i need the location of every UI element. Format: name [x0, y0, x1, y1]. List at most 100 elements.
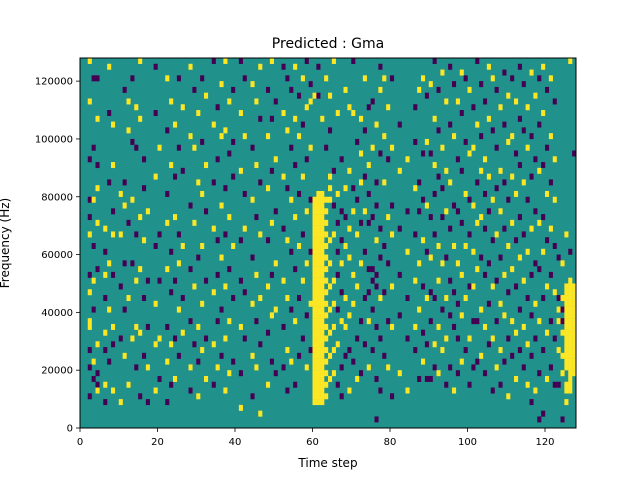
heatmap-cell-high	[459, 358, 464, 365]
heatmap-cell-high	[153, 173, 158, 180]
heatmap-cell-high	[510, 133, 515, 140]
heatmap-cell-high	[312, 329, 317, 336]
heatmap-cell-low	[421, 329, 426, 336]
heatmap-cell-low	[122, 306, 127, 313]
heatmap-cell-high	[320, 358, 325, 365]
heatmap-cell-low	[374, 179, 379, 186]
heatmap-cell-low	[157, 375, 162, 382]
heatmap-cell-low	[475, 318, 480, 325]
heatmap-cell-high	[564, 335, 569, 342]
heatmap-cell-low	[87, 347, 92, 354]
heatmap-cell-low	[529, 352, 534, 359]
heatmap-cell-low	[215, 237, 220, 244]
heatmap-cell-high	[316, 208, 321, 215]
heatmap-cell-low	[463, 347, 468, 354]
heatmap-cell-high	[347, 312, 352, 319]
heatmap-cell-low	[169, 248, 174, 255]
heatmap-cell-low	[300, 335, 305, 342]
heatmap-cell-high	[138, 329, 143, 336]
heatmap-cell-low	[436, 86, 441, 93]
heatmap-cell-low	[541, 214, 546, 221]
heatmap-cell-high	[219, 133, 224, 140]
heatmap-cell-low	[238, 237, 243, 244]
heatmap-cell-low	[475, 358, 480, 365]
heatmap-cell-low	[153, 63, 158, 70]
heatmap-cell-high	[308, 300, 313, 307]
heatmap-cell-high	[351, 208, 356, 215]
heatmap-cell-low	[428, 375, 433, 382]
heatmap-cell-low	[126, 219, 131, 226]
heatmap-cell-low	[355, 138, 360, 145]
heatmap-cell-high	[452, 133, 457, 140]
heatmap-cell-low	[502, 179, 507, 186]
heatmap-cell-high	[386, 364, 391, 371]
heatmap-cell-high	[269, 58, 274, 64]
heatmap-cell-high	[173, 214, 178, 221]
heatmap-cell-high	[490, 335, 495, 342]
heatmap-cell-high	[312, 387, 317, 394]
heatmap-cell-low	[537, 416, 542, 423]
plot-frame	[79, 57, 577, 429]
heatmap-cell-high	[324, 266, 329, 273]
heatmap-cell-high	[165, 219, 170, 226]
heatmap-cell-high	[111, 231, 116, 238]
heatmap-cell-high	[316, 364, 321, 371]
heatmap-cell-high	[568, 352, 573, 359]
heatmap-cell-low	[463, 75, 468, 82]
heatmap-cell-high	[312, 289, 317, 296]
heatmap-cell-high	[560, 329, 565, 336]
heatmap-cell-high	[312, 260, 317, 267]
heatmap-cell-high	[254, 364, 259, 371]
heatmap-cell-high	[560, 370, 565, 377]
heatmap-cell-low	[510, 75, 515, 82]
heatmap-cell-high	[324, 277, 329, 284]
heatmap-cell-high	[486, 173, 491, 180]
heatmap-cell-high	[188, 133, 193, 140]
heatmap-cell-low	[452, 202, 457, 209]
heatmap-cell-high	[545, 329, 550, 336]
heatmap-cell-low	[545, 86, 550, 93]
heatmap-cell-high	[320, 190, 325, 197]
heatmap-cell-high	[266, 185, 271, 192]
heatmap-cell-low	[428, 318, 433, 325]
heatmap-cell-low	[514, 237, 519, 244]
y-tick-label: 60000	[41, 250, 73, 261]
x-tick-label: 60	[306, 437, 319, 448]
heatmap-cell-high	[564, 347, 569, 354]
heatmap-cell-high	[316, 254, 321, 261]
heatmap-cell-high	[405, 156, 410, 163]
heatmap-cell-high	[324, 254, 329, 261]
heatmap-cell-low	[87, 271, 92, 278]
heatmap-cell-high	[138, 58, 143, 64]
heatmap-cell-low	[471, 104, 476, 111]
heatmap-cell-high	[564, 231, 569, 238]
heatmap-cell-high	[514, 329, 519, 336]
heatmap-cell-high	[459, 271, 464, 278]
heatmap-cell-low	[355, 335, 360, 342]
heatmap-cell-low	[413, 104, 418, 111]
heatmap-cell-low	[514, 283, 519, 290]
heatmap-cell-low	[424, 341, 429, 348]
heatmap-cell-low	[432, 58, 437, 64]
y-axis: 0 20000 40000 60000 80000 100000 120000	[35, 77, 80, 435]
heatmap-cell-high	[316, 300, 321, 307]
heatmap-cell-high	[312, 196, 317, 203]
heatmap-cell-high	[556, 306, 561, 313]
heatmap-cell-high	[335, 190, 340, 197]
heatmap-cell-high	[479, 214, 484, 221]
heatmap-cell-high	[312, 283, 317, 290]
heatmap-cell-low	[111, 271, 116, 278]
heatmap-cell-high	[436, 243, 441, 249]
heatmap-cell-high	[95, 387, 100, 394]
heatmap-cell-high	[498, 208, 503, 215]
heatmap-cell-low	[471, 364, 476, 371]
heatmap-cell-low	[486, 260, 491, 267]
heatmap-cell-low	[134, 144, 139, 151]
heatmap-cell-high	[126, 127, 131, 134]
heatmap-cell-high	[266, 283, 271, 290]
heatmap-cell-high	[320, 289, 325, 296]
heatmap-cell-high	[103, 381, 108, 388]
heatmap-cell-high	[320, 347, 325, 354]
heatmap-cell-high	[572, 300, 577, 307]
heatmap-cell-high	[475, 121, 480, 128]
